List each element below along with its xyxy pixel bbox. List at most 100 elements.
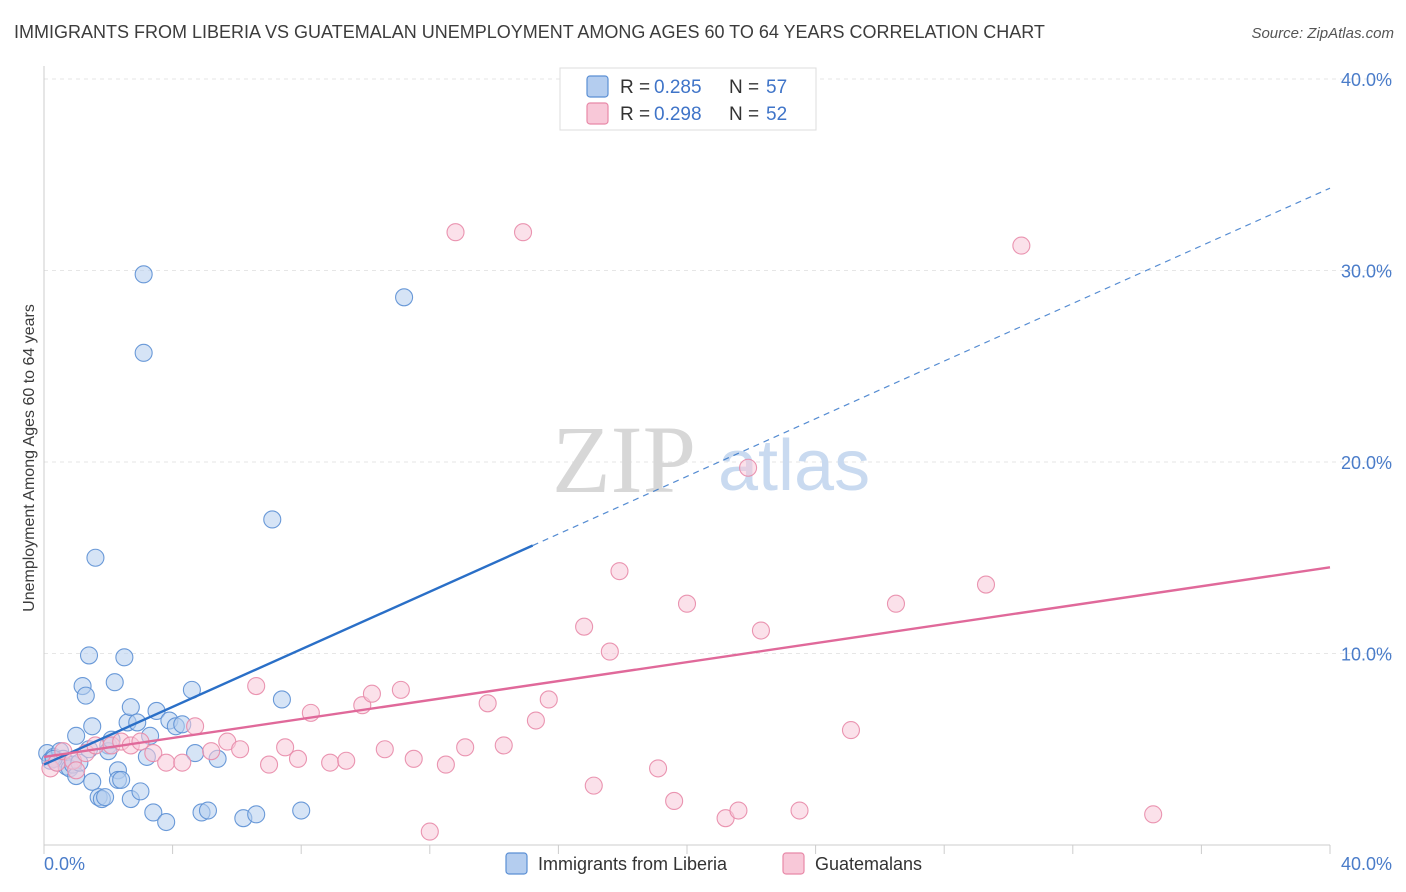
point-guatemalans-39 [575, 617, 594, 636]
chart-source: Source: ZipAtlas.com [1251, 25, 1394, 42]
point-guatemalans-40 [584, 776, 603, 795]
point-guatemalans-41 [600, 642, 619, 661]
trend-line-liberia-extension [532, 187, 1331, 547]
point-guatemalans-27 [375, 740, 394, 759]
legend-r-label-guatemalans: R = [620, 104, 650, 125]
legend-r-value-liberia: 0.285 [654, 77, 702, 98]
point-liberia-28 [112, 770, 131, 789]
point-guatemalans-38 [539, 690, 558, 709]
y-tick-label-10: 10.0% [1341, 645, 1392, 665]
point-guatemalans-24 [337, 751, 356, 770]
legend-swatch-guatemalans [586, 102, 609, 125]
point-liberia-48 [198, 801, 218, 820]
point-guatemalans-28 [391, 680, 410, 699]
point-guatemalans-30 [420, 822, 439, 841]
watermark: ZIP atlas [552, 406, 870, 513]
point-liberia-39 [144, 803, 163, 822]
point-guatemalans-15 [202, 742, 221, 761]
point-guatemalans-36 [513, 223, 533, 242]
point-liberia-18 [86, 548, 105, 567]
bottom-legend-swatch-guatemalans [782, 852, 805, 875]
point-guatemalans-23 [321, 753, 340, 772]
y-tick-label-30: 30.0% [1341, 262, 1392, 282]
y-axis-label: Unemployment Among Ages 60 to 64 years [21, 304, 38, 612]
point-liberia-41 [157, 812, 176, 832]
point-guatemalans-19 [259, 755, 279, 774]
x-tick-label-max: 40.0% [1341, 854, 1392, 874]
chart-title: IMMIGRANTS FROM LIBERIA VS GUATEMALAN UN… [14, 22, 1045, 42]
point-guatemalans-48 [739, 458, 758, 477]
legend-n-value-liberia: 57 [766, 77, 787, 98]
point-liberia-25 [105, 673, 124, 692]
point-guatemalans-53 [976, 575, 996, 594]
point-guatemalans-34 [478, 694, 497, 713]
point-liberia-54 [292, 801, 311, 820]
point-guatemalans-37 [526, 711, 545, 730]
point-guatemalans-26 [362, 684, 381, 703]
point-guatemalans-43 [649, 759, 668, 778]
point-liberia-35 [134, 265, 153, 284]
point-guatemalans-47 [729, 801, 748, 820]
trend-line-liberia [43, 544, 534, 766]
point-liberia-34 [131, 782, 150, 801]
trend-lines [43, 187, 1331, 766]
x-tick-label-min: 0.0% [44, 854, 85, 874]
point-guatemalans-50 [790, 801, 809, 820]
legend-n-label-liberia: N = [729, 77, 759, 98]
point-liberia-53 [272, 690, 291, 709]
point-liberia-55 [395, 288, 414, 307]
trend-line-guatemalans [43, 566, 1331, 759]
point-guatemalans-32 [446, 223, 465, 242]
legend-r-label-liberia: R = [620, 77, 650, 98]
point-liberia-15 [79, 646, 99, 665]
point-guatemalans-55 [1144, 805, 1163, 824]
point-guatemalans-54 [1012, 236, 1031, 255]
point-guatemalans-13 [173, 753, 192, 772]
point-guatemalans-12 [157, 753, 176, 772]
legend-r-value-guatemalans: 0.298 [654, 104, 702, 125]
y-tick-label-40: 40.0% [1341, 70, 1392, 90]
point-guatemalans-51 [841, 721, 861, 740]
point-guatemalans-45 [677, 594, 697, 613]
point-guatemalans-44 [665, 791, 684, 811]
point-guatemalans-35 [494, 736, 513, 755]
point-guatemalans-49 [751, 621, 770, 640]
axes [43, 66, 1331, 854]
point-guatemalans-11 [144, 744, 163, 763]
y-tick-labels: 10.0% 20.0% 30.0% 40.0% [1341, 70, 1392, 665]
point-liberia-32 [121, 698, 140, 717]
legend-n-label-guatemalans: N = [729, 104, 759, 125]
point-guatemalans-14 [186, 717, 205, 736]
point-liberia-36 [134, 343, 153, 362]
point-liberia-29 [115, 648, 134, 667]
y-tick-label-20: 20.0% [1341, 453, 1392, 473]
series-guatemalans-points [41, 223, 1163, 841]
watermark-zip: ZIP [552, 406, 696, 513]
point-guatemalans-31 [436, 755, 455, 774]
point-guatemalans-29 [404, 749, 423, 768]
legend-box: R = 0.285 N = 57 R = 0.298 N = 52 [559, 67, 817, 131]
point-liberia-52 [263, 510, 282, 529]
point-guatemalans-17 [231, 740, 250, 759]
bottom-legend-label-liberia: Immigrants from Liberia [538, 854, 728, 874]
point-guatemalans-52 [886, 594, 906, 613]
scatter-points [38, 223, 1163, 841]
point-guatemalans-4 [67, 761, 86, 780]
point-liberia-21 [96, 788, 115, 807]
gridlines [44, 78, 1392, 654]
point-guatemalans-18 [247, 677, 266, 696]
point-guatemalans-20 [276, 738, 295, 757]
point-guatemalans-33 [456, 738, 475, 757]
legend-n-value-guatemalans: 52 [766, 104, 787, 125]
point-guatemalans-42 [610, 562, 629, 581]
legend-swatch-liberia [586, 75, 609, 98]
point-liberia-16 [83, 717, 102, 736]
point-liberia-51 [247, 805, 266, 824]
bottom-legend-swatch-liberia [505, 852, 528, 875]
point-liberia-13 [76, 686, 95, 705]
point-liberia-17 [83, 772, 102, 791]
point-liberia-10 [67, 726, 86, 745]
point-guatemalans-21 [288, 749, 308, 768]
bottom-legend: Immigrants from Liberia Guatemalans [505, 852, 922, 875]
